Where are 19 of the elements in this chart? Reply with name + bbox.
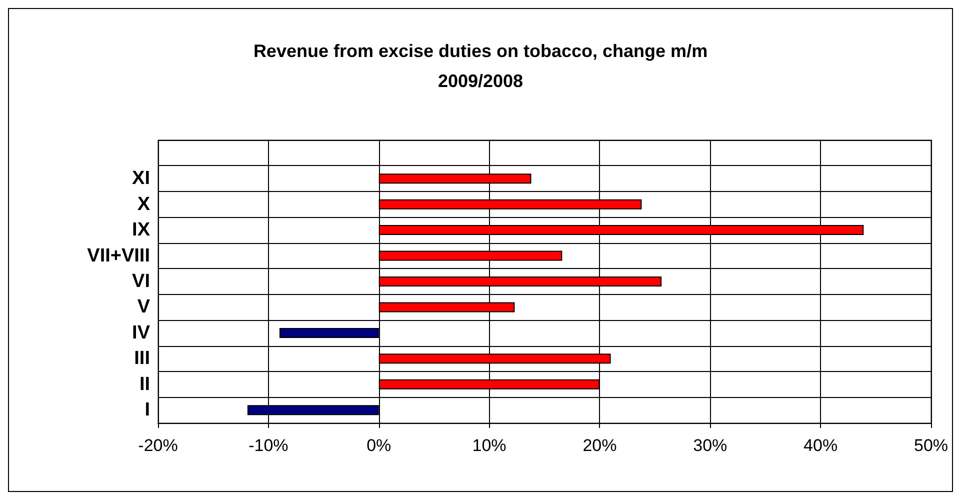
x-tick-label: 30%: [693, 436, 728, 455]
y-tick-label: VII+VIII: [87, 245, 150, 266]
y-tick-label: IX: [132, 220, 150, 241]
y-tick-label: VI: [132, 271, 150, 292]
chart-title: Revenue from excise duties on tobacco, change m/m 2009/2008: [253, 41, 708, 91]
x-tick-label: 0%: [366, 436, 392, 455]
x-tick-label: -20%: [138, 436, 178, 455]
y-tick-label: XI: [132, 168, 150, 190]
x-tick-label: 50%: [914, 436, 948, 455]
y-tick-label: II: [139, 374, 150, 395]
y-tick-label: I: [144, 400, 150, 421]
y-tick-label: IV: [132, 322, 150, 344]
x-tick-label: 10%: [472, 436, 506, 455]
y-tick-label: III: [134, 348, 150, 370]
y-tick-label: V: [137, 296, 150, 318]
y-tick-label: X: [137, 194, 150, 215]
x-tick-label: -10%: [248, 436, 288, 455]
x-tick-label: 40%: [804, 436, 838, 455]
x-tick-label: 20%: [582, 436, 617, 455]
